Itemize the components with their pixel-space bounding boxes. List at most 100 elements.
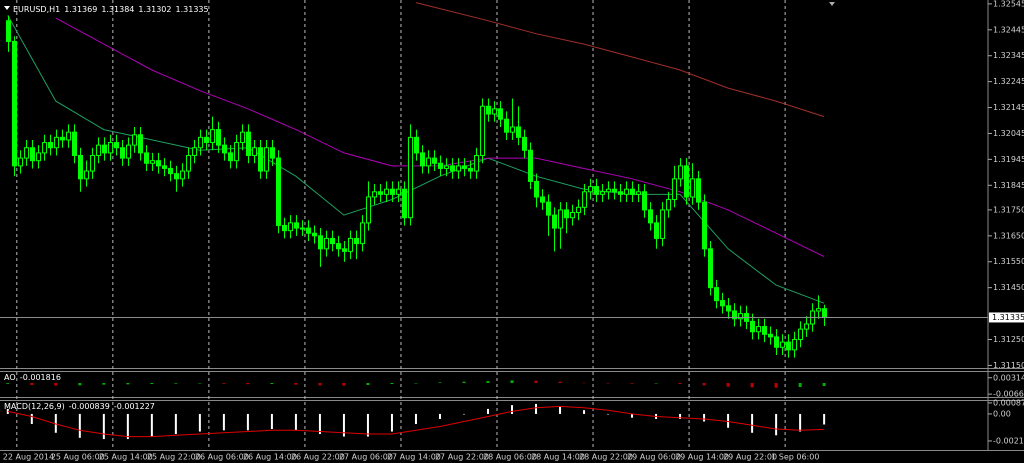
- price-label-box: [989, 312, 1024, 323]
- header-value: EURUSD,H1: [13, 5, 60, 14]
- candle-body: [234, 142, 239, 162]
- candle-body: [564, 209, 569, 219]
- header-value: 1.31302: [138, 5, 171, 14]
- candle-body: [750, 320, 755, 333]
- candle-body: [534, 180, 539, 198]
- candle-body: [786, 341, 791, 351]
- ao-bar: [318, 383, 322, 386]
- ao-bar: [30, 383, 34, 385]
- candle-body: [396, 188, 401, 195]
- candle-body: [582, 191, 587, 208]
- candle-body: [186, 154, 191, 172]
- macd-bar: [246, 413, 249, 431]
- indicator-value: -0.000839: [69, 402, 110, 411]
- moving-average: [7, 15, 825, 304]
- ao-bar: [6, 383, 10, 384]
- macd-bar: [823, 413, 826, 425]
- candle-body: [126, 144, 131, 159]
- candle-body: [324, 237, 329, 250]
- candle-body: [738, 313, 743, 320]
- x-tick-label: 26 Aug 06:00: [195, 453, 249, 462]
- candle-body: [168, 167, 173, 175]
- y-tick-label: -0.00215: [993, 436, 1024, 445]
- macd-bar: [631, 413, 634, 418]
- candle-body: [336, 243, 341, 250]
- candle-body: [354, 237, 359, 245]
- x-tick-label: 26 Aug 14:00: [243, 453, 297, 462]
- ao-bar: [54, 383, 58, 386]
- symbol-header: EURUSD,H1 1.31369 1.31384 1.31302 1.31335: [13, 5, 209, 14]
- y-tick-label: 1.31945: [993, 155, 1024, 164]
- candle-body: [66, 131, 71, 141]
- candle-body: [768, 333, 773, 338]
- y-tick-label: 1.32045: [993, 129, 1024, 138]
- indicator-value: -0.001227: [114, 402, 155, 411]
- x-tick-label: 27 Aug 14:00: [387, 453, 441, 462]
- candle-body: [222, 144, 227, 154]
- macd-bar: [751, 413, 754, 433]
- candle-body: [42, 142, 47, 154]
- y-tick-label: 1.31550: [993, 257, 1024, 266]
- ao-bar: [822, 383, 826, 387]
- macd-bar: [30, 413, 33, 424]
- macd-bar: [174, 413, 177, 435]
- candle-body: [648, 209, 653, 224]
- candle-body: [156, 160, 161, 167]
- candle-body: [282, 224, 287, 232]
- x-tick-label: 26 Aug 22:00: [291, 453, 345, 462]
- macd-bar: [366, 413, 369, 437]
- candle-body: [756, 326, 761, 333]
- x-tick-label: 25 Aug 14:00: [99, 453, 153, 462]
- candle-body: [174, 173, 179, 180]
- ao-bar: [702, 383, 706, 386]
- candle-body: [192, 147, 197, 156]
- candle-body: [636, 191, 641, 195]
- candle-body: [642, 191, 647, 211]
- candle-body: [720, 300, 725, 307]
- x-tick-label: 28 Aug 06:00: [483, 453, 537, 462]
- candle-body: [780, 341, 785, 348]
- y-tick-label: 0.003144: [993, 373, 1024, 382]
- candle-body: [408, 136, 413, 219]
- header-value: 1.31384: [101, 5, 134, 14]
- candle-body: [60, 136, 65, 141]
- ao-bar: [78, 383, 82, 386]
- ao-bar: [198, 383, 202, 384]
- x-tick-label: 1 Sep 06:00: [771, 453, 819, 462]
- y-tick-label: 1.31650: [993, 231, 1024, 240]
- y-tick-label: -0.006655: [993, 390, 1024, 399]
- ao-bar: [366, 383, 370, 385]
- macd-bar: [414, 413, 417, 424]
- candle-body: [6, 20, 11, 42]
- candle-body: [498, 108, 503, 120]
- candle-body: [654, 222, 659, 239]
- candle-body: [714, 287, 719, 302]
- candle-body: [486, 105, 491, 115]
- ao-bar: [174, 383, 178, 384]
- candle-body: [138, 134, 143, 154]
- candle-body: [198, 136, 203, 149]
- candle-body: [432, 157, 437, 164]
- candle-body: [678, 165, 683, 180]
- macd-bar: [222, 413, 225, 431]
- macd-bar: [78, 413, 81, 438]
- candle-body: [270, 147, 275, 159]
- ao-bar: [582, 382, 586, 384]
- candle-body: [264, 147, 269, 172]
- candle-body: [306, 227, 311, 234]
- x-tick-label: 29 Aug 14:00: [675, 453, 729, 462]
- x-tick-label: 25 Aug 22:00: [147, 453, 201, 462]
- ao-bar: [606, 383, 610, 384]
- candle-body: [570, 212, 575, 219]
- ao-bar: [246, 383, 250, 385]
- candle-body: [468, 167, 473, 172]
- ao-bar: [390, 383, 394, 384]
- candle-body: [318, 235, 323, 250]
- ao-bar: [270, 383, 274, 384]
- candle-body: [108, 142, 113, 154]
- macd-bar: [198, 413, 201, 432]
- ao-bar: [534, 380, 538, 383]
- candle-body: [726, 305, 731, 312]
- x-tick-label: 25 Aug 06:00: [51, 453, 105, 462]
